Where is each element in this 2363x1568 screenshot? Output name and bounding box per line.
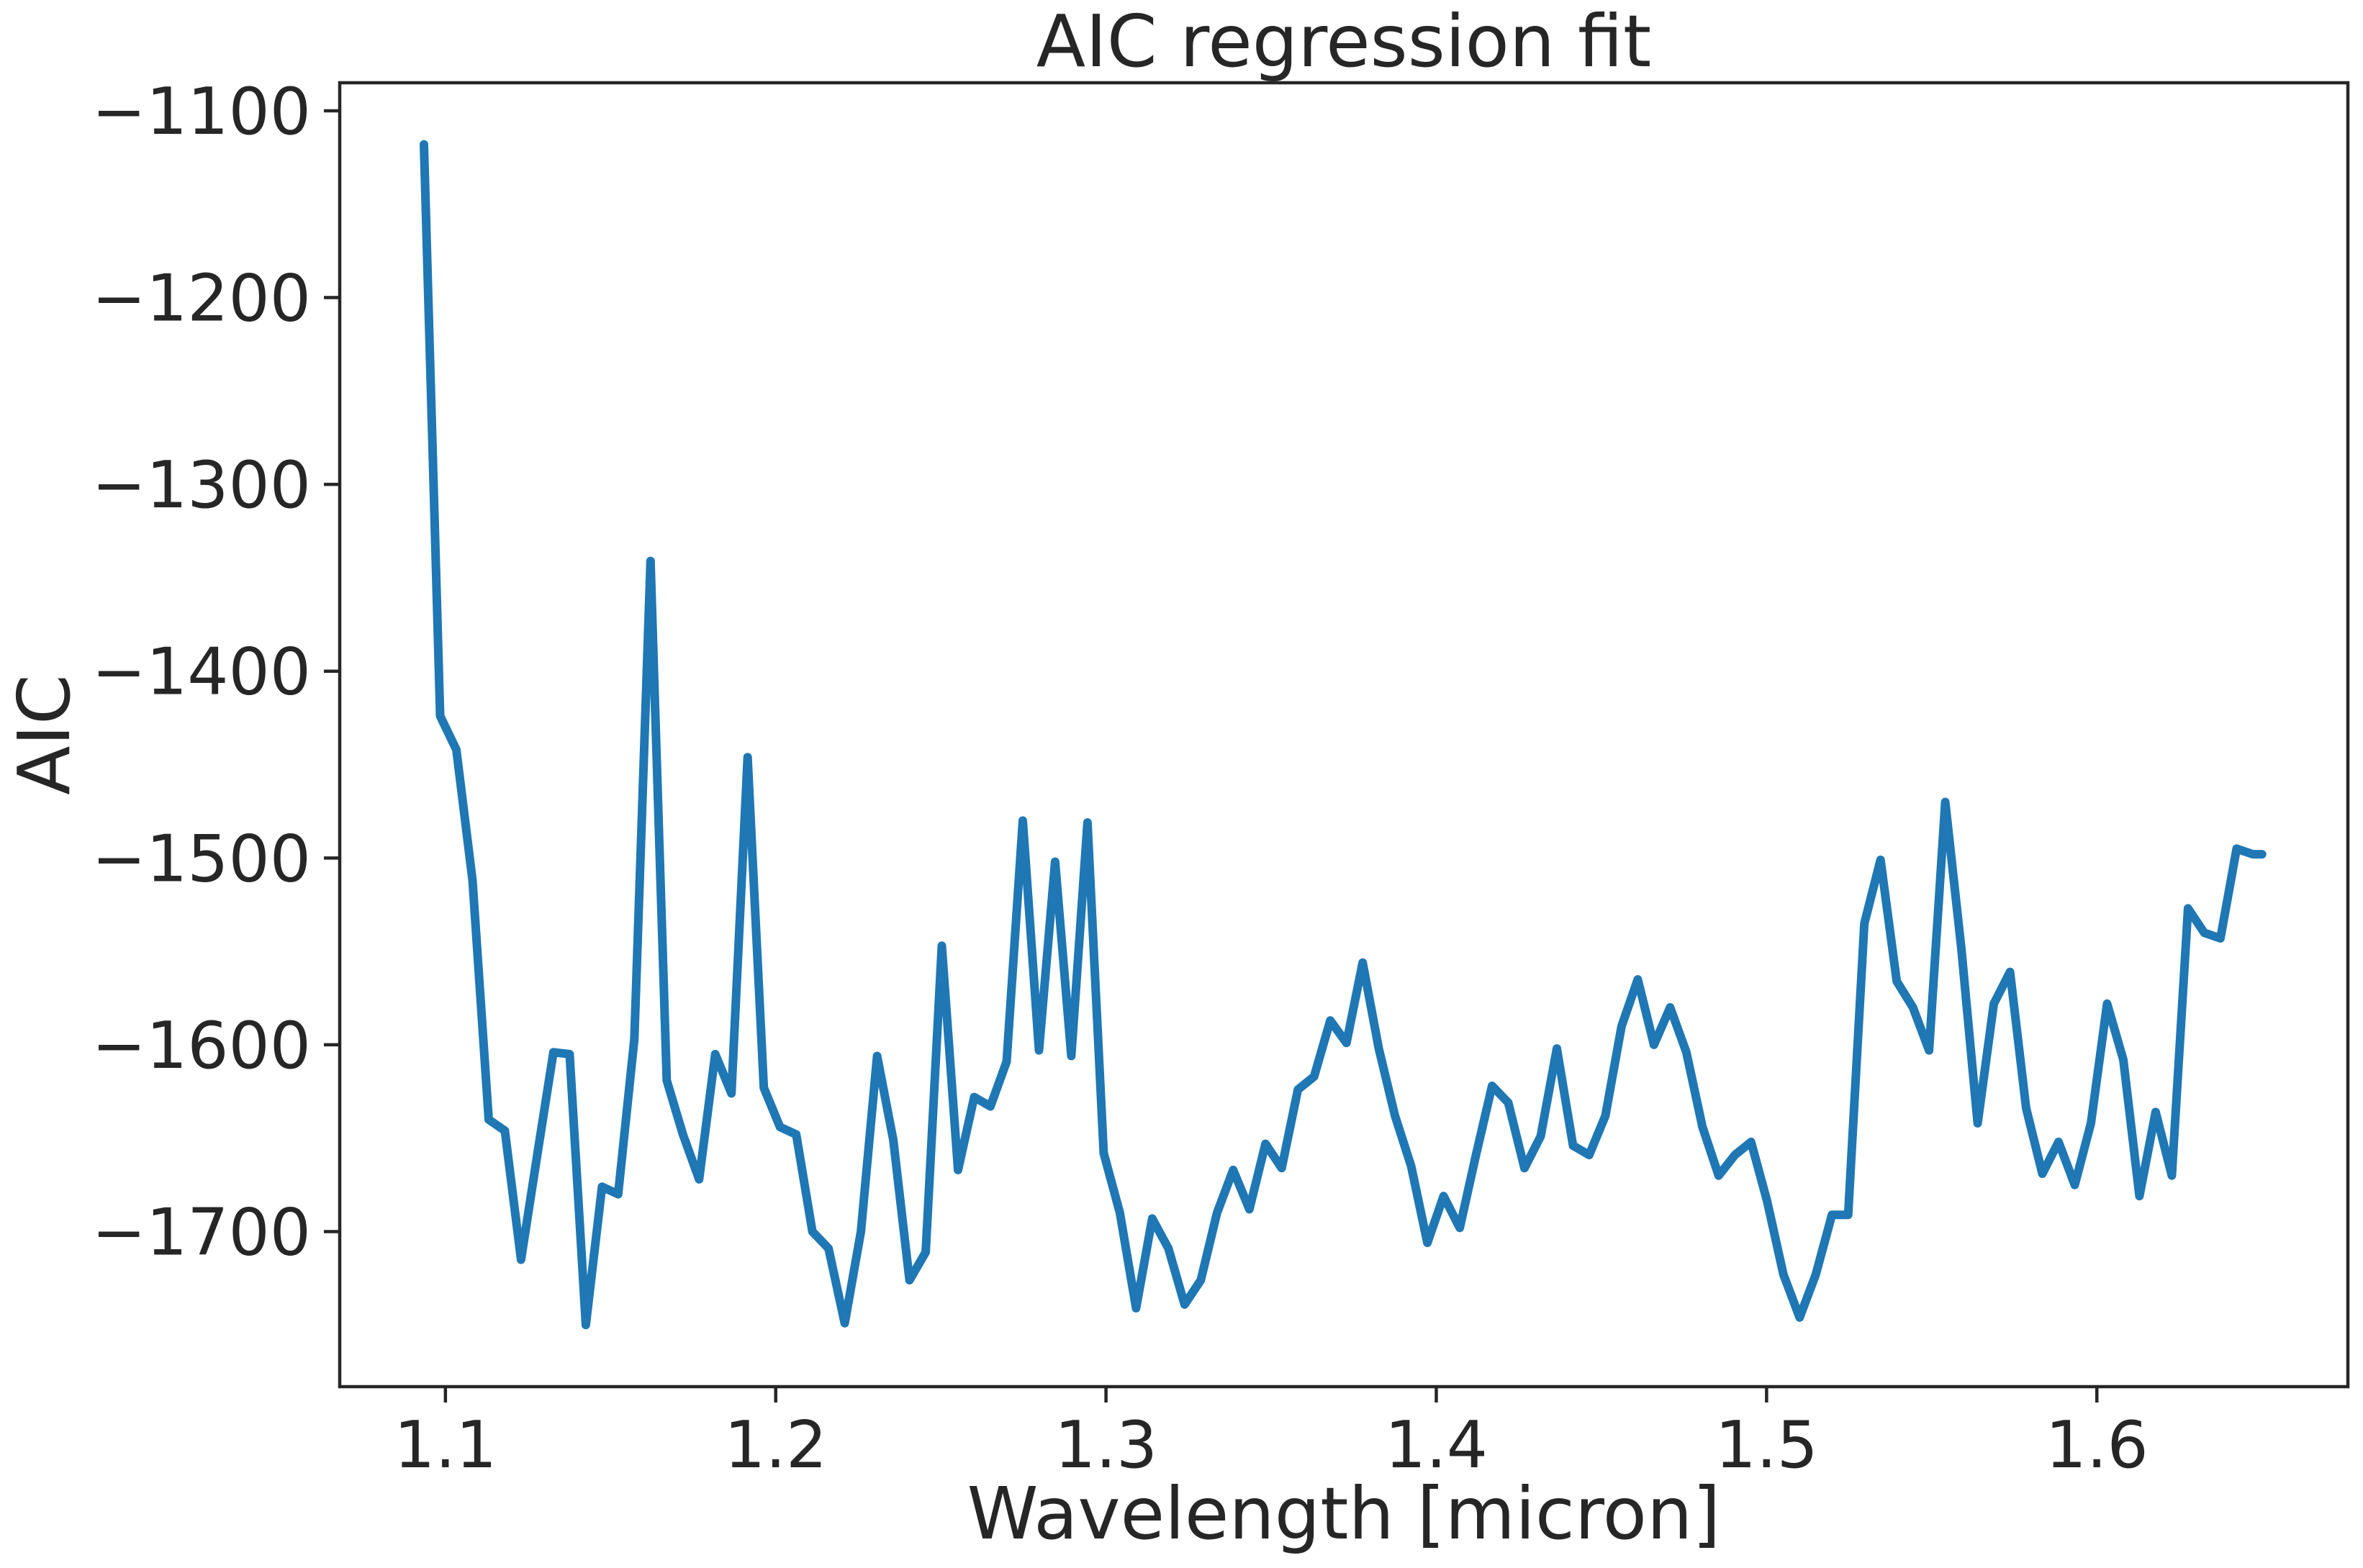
y-axis-ticks: −1100 −1200 −1300 −1400 −1500 −1600 −1700 [92, 74, 340, 1271]
y-tick-label: −1500 [92, 821, 311, 897]
x-tick-label: 1.2 [724, 1408, 827, 1483]
x-tick-label: 1.4 [1385, 1408, 1488, 1483]
plot-frame [338, 81, 2350, 1389]
y-tick-label: −1400 [92, 635, 311, 710]
x-tick-label: 1.6 [2046, 1408, 2149, 1483]
x-axis-ticks: 1.1 1.2 1.3 1.4 1.5 1.6 [394, 1387, 2149, 1483]
y-tick-label: −1600 [92, 1008, 311, 1084]
x-axis-label: Wavelength [micron] [967, 1472, 1721, 1556]
y-tick-label: −1100 [92, 74, 311, 150]
y-tick-label: −1700 [92, 1195, 311, 1271]
y-tick-label: −1200 [92, 261, 311, 337]
y-tick-label: −1300 [92, 448, 311, 523]
x-tick-label: 1.3 [1054, 1408, 1157, 1483]
series-line-0 [420, 140, 2267, 1330]
y-axis-label: AIC [2, 674, 86, 795]
chart-title: AIC regression fit [1036, 0, 1651, 83]
x-tick-label: 1.1 [394, 1408, 497, 1483]
x-tick-label: 1.5 [1715, 1408, 1818, 1483]
series-layer [420, 140, 2267, 1330]
